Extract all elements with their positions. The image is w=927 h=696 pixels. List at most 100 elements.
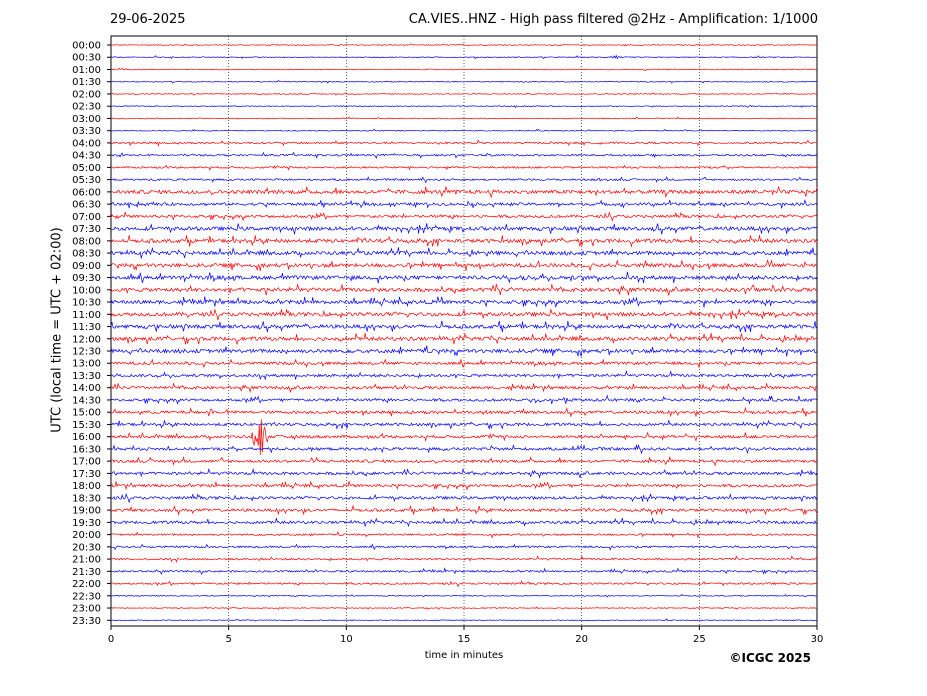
y-tick-label: 21:30 bbox=[72, 567, 101, 578]
trace-0300 bbox=[110, 116, 818, 120]
trace-2200 bbox=[110, 580, 818, 588]
x-tick-label: 30 bbox=[811, 634, 824, 645]
y-tick-label: 12:00 bbox=[72, 334, 101, 345]
y-tick-label: 06:30 bbox=[72, 200, 101, 211]
y-tick-label: 03:00 bbox=[72, 114, 101, 125]
trace-1230 bbox=[110, 345, 818, 357]
y-tick-label: 16:00 bbox=[72, 432, 101, 443]
trace-1200 bbox=[110, 332, 818, 346]
y-axis-label: UTC (local time = UTC + 02:00) bbox=[49, 227, 65, 433]
x-tick-label: 20 bbox=[575, 634, 588, 645]
chart-title: CA.VIES..HNZ - High pass filtered @2Hz -… bbox=[408, 12, 818, 27]
trace-2030 bbox=[110, 543, 818, 551]
y-tick-label: 17:00 bbox=[72, 457, 101, 468]
seismogram-traces bbox=[110, 43, 818, 622]
trace-0830 bbox=[110, 247, 818, 259]
trace-1630 bbox=[110, 444, 818, 455]
trace-0700 bbox=[110, 210, 818, 222]
trace-1730 bbox=[110, 467, 818, 479]
trace-2000 bbox=[110, 530, 818, 539]
y-tick-label: 05:30 bbox=[72, 175, 101, 186]
y-tick-label: 14:00 bbox=[72, 383, 101, 394]
y-tick-label: 23:00 bbox=[72, 604, 101, 615]
x-axis-label: time in minutes bbox=[424, 650, 504, 661]
y-tick-label: 16:30 bbox=[72, 444, 101, 455]
trace-1030 bbox=[110, 296, 818, 308]
trace-0630 bbox=[110, 198, 818, 209]
y-tick-label: 18:00 bbox=[72, 481, 101, 492]
copyright-label: ©ICGC 2025 bbox=[729, 651, 811, 665]
grid-lines bbox=[228, 36, 700, 626]
trace-1830 bbox=[110, 492, 818, 504]
trace-2230 bbox=[110, 593, 818, 598]
y-tick-label: 21:00 bbox=[72, 555, 101, 566]
y-tick-label: 08:00 bbox=[72, 236, 101, 247]
y-tick-label: 17:30 bbox=[72, 469, 101, 480]
y-tick-label: 01:00 bbox=[72, 65, 101, 76]
y-tick-label: 19:00 bbox=[72, 506, 101, 517]
trace-1900 bbox=[110, 504, 818, 516]
y-tick-label: 20:30 bbox=[72, 542, 101, 553]
trace-1130 bbox=[110, 320, 818, 333]
y-tick-label: 04:30 bbox=[72, 151, 101, 162]
trace-0230 bbox=[110, 104, 818, 109]
x-tick-label: 15 bbox=[458, 634, 471, 645]
trace-1400 bbox=[110, 382, 818, 394]
trace-2330 bbox=[110, 618, 818, 622]
y-tick-label: 19:30 bbox=[72, 518, 101, 529]
y-tick-label: 09:00 bbox=[72, 261, 101, 272]
trace-0500 bbox=[110, 164, 818, 171]
y-tick-label: 20:00 bbox=[72, 530, 101, 541]
y-tick-label: 14:30 bbox=[72, 395, 101, 406]
trace-0430 bbox=[110, 151, 818, 159]
y-tick-label: 23:30 bbox=[72, 616, 101, 627]
y-tick-label: 05:00 bbox=[72, 163, 101, 174]
y-tick-label: 13:00 bbox=[72, 359, 101, 370]
trace-1700 bbox=[110, 455, 818, 467]
x-tick-label: 25 bbox=[693, 634, 706, 645]
y-tick-label: 15:30 bbox=[72, 420, 101, 431]
trace-1300 bbox=[110, 358, 818, 369]
y-tick-label: 09:30 bbox=[72, 273, 101, 284]
trace-0730 bbox=[110, 223, 818, 235]
y-tick-label: 13:30 bbox=[72, 371, 101, 382]
trace-0330 bbox=[110, 128, 818, 133]
y-tick-label: 18:30 bbox=[72, 493, 101, 504]
trace-1930 bbox=[110, 517, 818, 528]
trace-0900 bbox=[110, 259, 818, 272]
y-tick-label: 07:30 bbox=[72, 224, 101, 235]
trace-2300 bbox=[110, 606, 818, 611]
trace-1800 bbox=[110, 480, 818, 491]
y-tick-label: 12:30 bbox=[72, 347, 101, 358]
trace-1600 bbox=[110, 419, 818, 456]
trace-1100 bbox=[110, 308, 818, 321]
trace-1530 bbox=[110, 419, 818, 430]
trace-0000 bbox=[110, 43, 817, 47]
x-tick-label: 10 bbox=[340, 634, 353, 645]
y-tick-label: 15:00 bbox=[72, 408, 101, 419]
y-tick-label: 03:30 bbox=[72, 126, 101, 137]
trace-0800 bbox=[110, 235, 818, 248]
y-tick-label: 10:00 bbox=[72, 285, 101, 296]
y-tick-label: 11:00 bbox=[72, 310, 101, 321]
x-axis-ticks: 0 5 10 15 20 25 30 bbox=[108, 626, 824, 645]
trace-1500 bbox=[110, 406, 818, 418]
trace-0400 bbox=[110, 139, 818, 147]
trace-1430 bbox=[110, 394, 818, 405]
y-tick-label: 06:00 bbox=[72, 187, 101, 198]
y-tick-label: 22:30 bbox=[72, 591, 101, 602]
trace-0530 bbox=[110, 176, 818, 184]
y-tick-label: 11:30 bbox=[72, 322, 101, 333]
y-tick-label: 01:30 bbox=[72, 77, 101, 88]
trace-0100 bbox=[110, 67, 818, 72]
trace-0130 bbox=[111, 79, 817, 84]
x-tick-label: 5 bbox=[225, 634, 231, 645]
y-tick-label: 02:30 bbox=[72, 102, 101, 113]
trace-0030 bbox=[110, 54, 818, 60]
y-tick-label: 02:00 bbox=[72, 89, 101, 100]
y-tick-label: 10:30 bbox=[72, 298, 101, 309]
y-tick-label: 08:30 bbox=[72, 249, 101, 260]
y-tick-label: 00:00 bbox=[72, 41, 101, 52]
trace-0200 bbox=[110, 92, 818, 96]
